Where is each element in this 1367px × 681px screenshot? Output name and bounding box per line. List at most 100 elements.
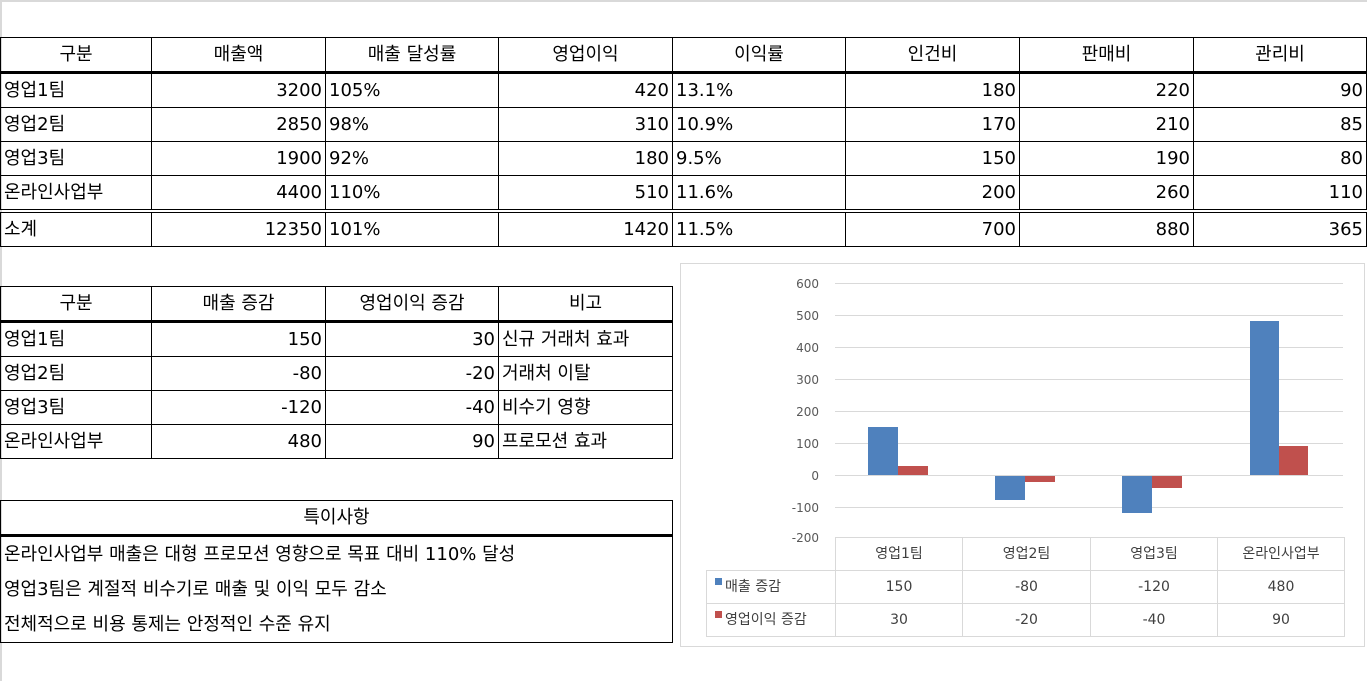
cell-op-profit[interactable]: 310 bbox=[498, 107, 673, 142]
cell-name[interactable]: 온라인사업부 bbox=[0, 424, 152, 459]
cell-achievement[interactable]: 105% bbox=[325, 72, 499, 108]
cell-margin[interactable]: 9.5% bbox=[672, 141, 846, 176]
bar-profit-team1[interactable] bbox=[898, 466, 928, 475]
bar-profit-team3[interactable] bbox=[1152, 476, 1182, 488]
cell-admin[interactable]: 110 bbox=[1193, 175, 1367, 212]
chart-category: 영업2팀 bbox=[962, 537, 1091, 571]
header-op-profit[interactable]: 영업이익 bbox=[498, 37, 673, 74]
cell-name[interactable]: 온라인사업부 bbox=[0, 175, 152, 212]
cell-op-profit[interactable]: 420 bbox=[498, 72, 673, 108]
cell-achievement[interactable]: 92% bbox=[325, 141, 499, 176]
header-category[interactable]: 구분 bbox=[0, 37, 152, 74]
chart-category-row: 영업1팀 영업2팀 영업3팀 온라인사업부 bbox=[706, 537, 1345, 571]
cell-labor[interactable]: 150 bbox=[845, 141, 1020, 176]
cell-sales-delta[interactable]: -120 bbox=[151, 390, 326, 425]
cell-sales-delta[interactable]: 480 bbox=[151, 424, 326, 459]
header-sales[interactable]: 매출액 bbox=[151, 37, 326, 74]
chart-value: -40 bbox=[1090, 603, 1218, 637]
cell-note[interactable]: 프로모션 효과 bbox=[498, 424, 673, 459]
notes-row: 영업3팀은 계절적 비수기로 매출 및 이익 모두 감소 bbox=[0, 572, 673, 607]
cell-op-profit[interactable]: 1420 bbox=[498, 209, 673, 247]
note-line[interactable]: 온라인사업부 매출은 대형 프로모션 영향으로 목표 대비 110% 달성 bbox=[0, 535, 673, 572]
cell-name[interactable]: 영업2팀 bbox=[0, 107, 152, 142]
cell-name[interactable]: 영업3팀 bbox=[0, 390, 152, 425]
cell-sales[interactable]: 3200 bbox=[151, 72, 326, 108]
cell-labor[interactable]: 180 bbox=[845, 72, 1020, 108]
cell-profit-delta[interactable]: -20 bbox=[325, 356, 499, 391]
bar-profit-team2[interactable] bbox=[1025, 476, 1055, 482]
chart-category: 영업1팀 bbox=[835, 537, 963, 571]
cell-sales[interactable]: 2850 bbox=[151, 107, 326, 142]
note-line[interactable]: 영업3팀은 계절적 비수기로 매출 및 이익 모두 감소 bbox=[0, 572, 673, 607]
y-tick: 300 bbox=[796, 373, 819, 387]
cell-name[interactable]: 영업3팀 bbox=[0, 141, 152, 176]
cell-sales-delta[interactable]: 150 bbox=[151, 321, 326, 357]
cell-note[interactable]: 거래처 이탈 bbox=[498, 356, 673, 391]
legend-sales[interactable]: 매출 증감 bbox=[706, 570, 836, 604]
cell-name[interactable]: 소계 bbox=[0, 209, 152, 247]
header-admin[interactable]: 관리비 bbox=[1193, 37, 1367, 74]
bar-sales-team1[interactable] bbox=[868, 427, 898, 475]
note-line[interactable]: 전체적으로 비용 통제는 안정적인 수준 유지 bbox=[0, 607, 673, 643]
cell-achievement[interactable]: 110% bbox=[325, 175, 499, 212]
notes-title[interactable]: 특이사항 bbox=[0, 500, 673, 537]
y-tick: 500 bbox=[796, 309, 819, 323]
chart-series-row: 매출 증감 150 -80 -120 480 bbox=[706, 570, 1345, 604]
cell-op-profit[interactable]: 180 bbox=[498, 141, 673, 176]
cell-achievement[interactable]: 98% bbox=[325, 107, 499, 142]
delta-bar-chart[interactable]: 600 500 400 300 200 100 0 -100 -200 영업1팀… bbox=[680, 263, 1365, 647]
cell-labor[interactable]: 170 bbox=[845, 107, 1020, 142]
header-labor[interactable]: 인건비 bbox=[845, 37, 1020, 74]
legend-swatch-red-icon bbox=[715, 611, 722, 618]
cell-admin[interactable]: 80 bbox=[1193, 141, 1367, 176]
cell-sales[interactable]: 4400 bbox=[151, 175, 326, 212]
cell-note[interactable]: 비수기 영향 bbox=[498, 390, 673, 425]
cell-achievement[interactable]: 101% bbox=[325, 209, 499, 247]
cell-admin[interactable]: 90 bbox=[1193, 72, 1367, 108]
cell-selling[interactable]: 210 bbox=[1019, 107, 1194, 142]
cell-labor[interactable]: 200 bbox=[845, 175, 1020, 212]
header-margin[interactable]: 이익률 bbox=[672, 37, 846, 74]
cell-margin[interactable]: 11.5% bbox=[672, 209, 846, 247]
gridline-zero bbox=[835, 475, 1343, 476]
header-category[interactable]: 구분 bbox=[0, 286, 152, 323]
cell-name[interactable]: 영업1팀 bbox=[0, 321, 152, 357]
cell-margin[interactable]: 13.1% bbox=[672, 72, 846, 108]
cell-labor[interactable]: 700 bbox=[845, 209, 1020, 247]
header-profit-delta[interactable]: 영업이익 증감 bbox=[325, 286, 499, 323]
bar-profit-online[interactable] bbox=[1279, 446, 1308, 475]
y-tick: 400 bbox=[796, 341, 819, 355]
header-selling[interactable]: 판매비 bbox=[1019, 37, 1194, 74]
table-row: 영업3팀 1900 92% 180 9.5% 150 190 80 bbox=[0, 141, 1367, 176]
cell-selling[interactable]: 260 bbox=[1019, 175, 1194, 212]
cell-profit-delta[interactable]: 30 bbox=[325, 321, 499, 357]
cell-admin[interactable]: 365 bbox=[1193, 209, 1367, 247]
cell-sales-delta[interactable]: -80 bbox=[151, 356, 326, 391]
cell-name[interactable]: 영업1팀 bbox=[0, 72, 152, 108]
legend-profit[interactable]: 영업이익 증감 bbox=[706, 603, 836, 637]
cell-admin[interactable]: 85 bbox=[1193, 107, 1367, 142]
cell-sales[interactable]: 1900 bbox=[151, 141, 326, 176]
header-note[interactable]: 비고 bbox=[498, 286, 673, 323]
subtotal-row: 소계 12350 101% 1420 11.5% 700 880 365 bbox=[0, 209, 1367, 247]
cell-selling[interactable]: 220 bbox=[1019, 72, 1194, 108]
legend-label: 매출 증감 bbox=[725, 579, 781, 595]
cell-profit-delta[interactable]: -40 bbox=[325, 390, 499, 425]
bar-sales-team2[interactable] bbox=[995, 476, 1025, 500]
header-sales-delta[interactable]: 매출 증감 bbox=[151, 286, 326, 323]
cell-selling[interactable]: 880 bbox=[1019, 209, 1194, 247]
bar-sales-team3[interactable] bbox=[1122, 476, 1152, 513]
cell-note[interactable]: 신규 거래처 효과 bbox=[498, 321, 673, 357]
cell-sales[interactable]: 12350 bbox=[151, 209, 326, 247]
cell-name[interactable]: 영업2팀 bbox=[0, 356, 152, 391]
cell-selling[interactable]: 190 bbox=[1019, 141, 1194, 176]
header-achievement[interactable]: 매출 달성률 bbox=[325, 37, 499, 74]
cell-margin[interactable]: 11.6% bbox=[672, 175, 846, 212]
cell-op-profit[interactable]: 510 bbox=[498, 175, 673, 212]
sheet-frame-top bbox=[0, 0, 1367, 2]
y-tick: -100 bbox=[791, 501, 819, 515]
bar-sales-online[interactable] bbox=[1250, 321, 1279, 475]
cell-margin[interactable]: 10.9% bbox=[672, 107, 846, 142]
cell-profit-delta[interactable]: 90 bbox=[325, 424, 499, 459]
chart-value: 90 bbox=[1217, 603, 1345, 637]
